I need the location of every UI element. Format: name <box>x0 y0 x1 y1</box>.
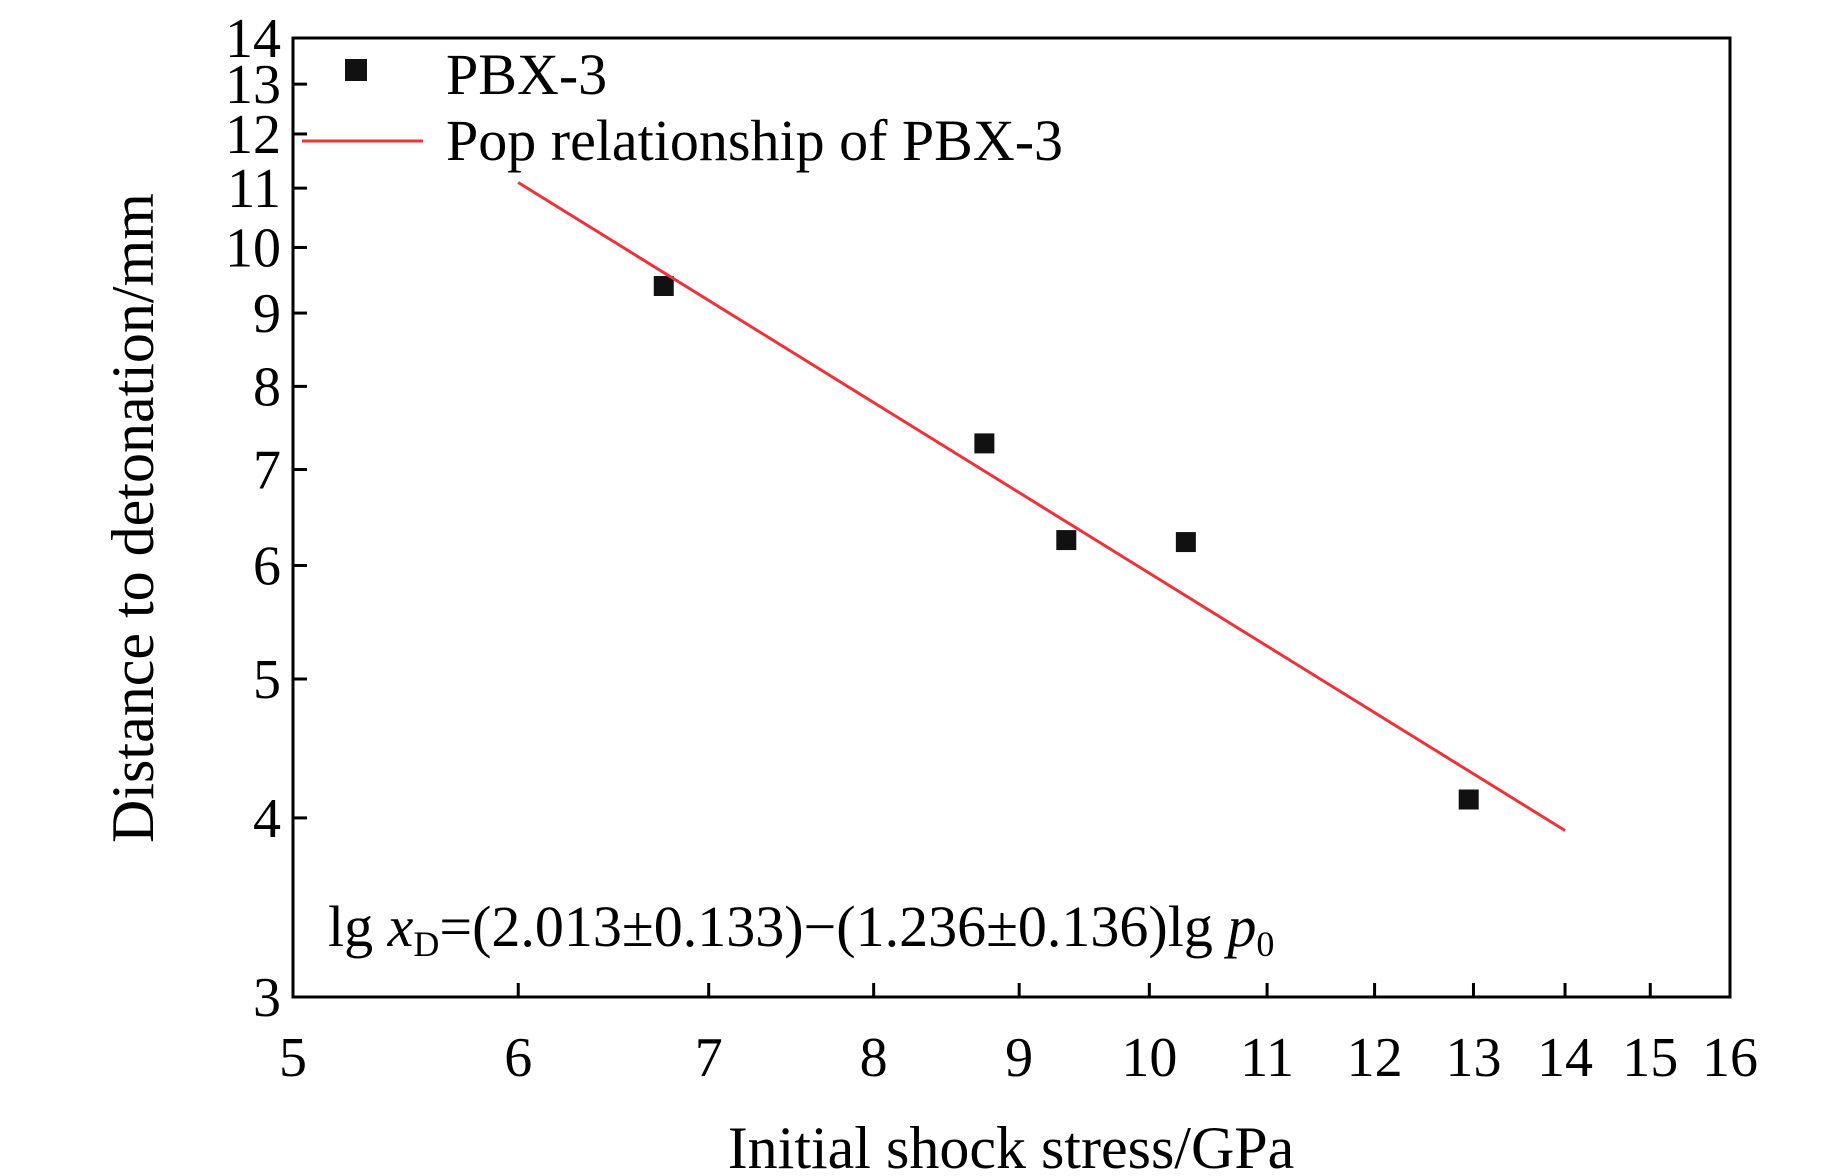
y-tick-label: 7 <box>253 440 281 502</box>
data-point <box>653 275 674 296</box>
legend-marker-pbx3 <box>345 59 367 81</box>
y-tick-label: 3 <box>253 967 281 1029</box>
y-tick-label: 8 <box>253 356 281 418</box>
x-tick-label: 8 <box>860 1027 888 1089</box>
x-tick-label: 16 <box>1702 1027 1758 1089</box>
x-axis-ticks: 5 6 7 8 9 10 11 12 13 14 15 16 <box>279 983 1758 1089</box>
data-point <box>974 433 995 454</box>
y-tick-label: 4 <box>253 788 281 850</box>
x-tick-label: 7 <box>695 1027 723 1089</box>
legend-label-pbx3: PBX-3 <box>446 42 607 107</box>
x-tick-label: 6 <box>504 1027 532 1089</box>
data-point <box>1175 532 1196 553</box>
x-axis-title: Initial shock stress/GPa <box>728 1115 1295 1176</box>
x-tick-label: 5 <box>279 1027 307 1089</box>
fit-line <box>517 181 1566 832</box>
y-tick-label: 11 <box>227 158 281 220</box>
legend: PBX-3 Pop relationship of PBX-3 <box>302 42 1063 173</box>
y-tick-label: 12 <box>225 104 281 166</box>
data-point <box>1458 789 1479 810</box>
y-tick-label: 9 <box>253 283 281 345</box>
y-tick-label: 13 <box>225 54 281 116</box>
x-tick-label: 15 <box>1622 1027 1678 1089</box>
legend-label-pop: Pop relationship of PBX-3 <box>446 108 1063 173</box>
x-tick-label: 14 <box>1537 1027 1593 1089</box>
data-point <box>1056 530 1077 551</box>
y-tick-label: 10 <box>225 217 281 279</box>
equation-annotation: lg xD=(2.013±0.133)−(1.236±0.136)lg p0 <box>328 894 1274 964</box>
y-tick-label: 14 <box>225 8 281 70</box>
x-tick-label: 12 <box>1347 1027 1403 1089</box>
x-tick-label: 9 <box>1005 1027 1033 1089</box>
y-axis-title: Distance to detonation/mm <box>100 193 166 843</box>
series-layer <box>517 181 1566 832</box>
plot-frame <box>291 36 1732 999</box>
x-tick-label: 11 <box>1240 1027 1294 1089</box>
y-tick-label: 6 <box>253 535 281 597</box>
y-tick-label: 5 <box>253 649 281 711</box>
x-tick-label: 10 <box>1121 1027 1177 1089</box>
x-tick-label: 13 <box>1445 1027 1501 1089</box>
